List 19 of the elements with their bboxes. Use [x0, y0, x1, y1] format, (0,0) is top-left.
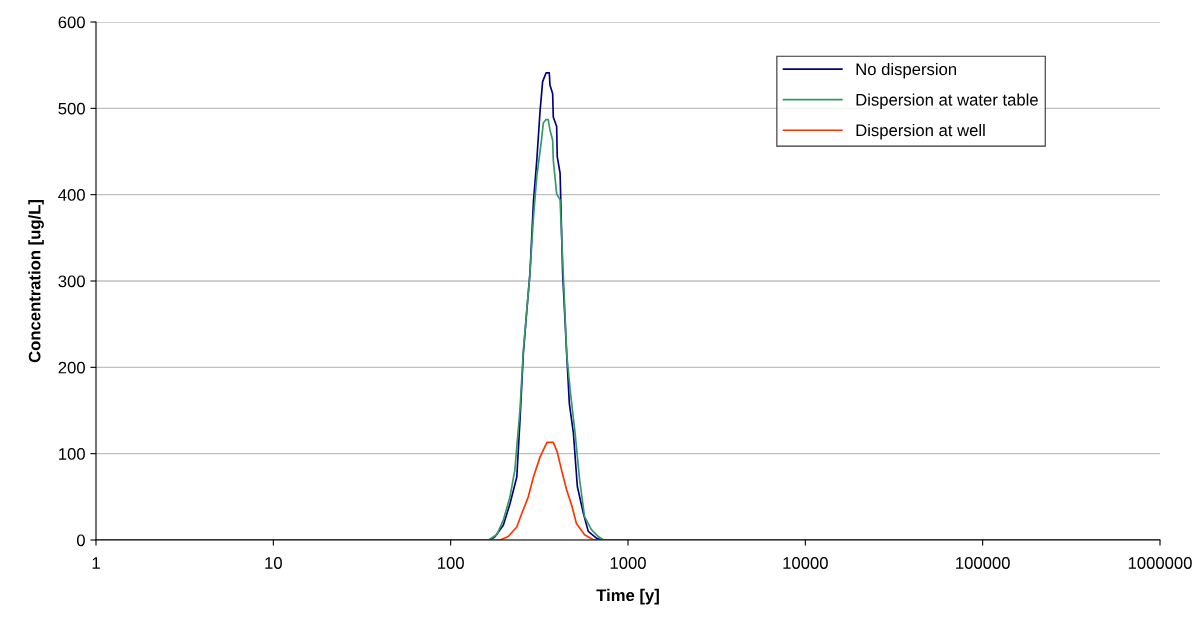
y-tick-label: 0 [76, 534, 85, 547]
y-axis-title: Concentration [ug/L] [28, 200, 44, 363]
x-tick-label: 1000000 [1128, 557, 1192, 569]
y-tick-label: 300 [58, 275, 85, 288]
y-tick-label: 200 [58, 361, 85, 374]
x-tick-label: 10000 [783, 557, 828, 569]
legend-label: No dispersion [856, 62, 957, 79]
y-tick-label: 100 [59, 448, 85, 460]
legend-label: Dispersion at water table [856, 93, 1038, 109]
y-tick-label: 400 [58, 189, 85, 201]
y-tick-label: 600 [58, 16, 85, 29]
legend-label: Dispersion at well [856, 123, 985, 140]
x-tick-label: 10 [265, 557, 282, 569]
x-tick-label: 1000 [610, 557, 646, 569]
x-tick-label: 100000 [956, 557, 1010, 569]
x-axis-title: Time [y] [596, 588, 659, 605]
y-tick-label: 500 [58, 102, 85, 115]
x-tick-label: 1 [92, 557, 100, 569]
x-tick-label: 100 [438, 557, 464, 569]
